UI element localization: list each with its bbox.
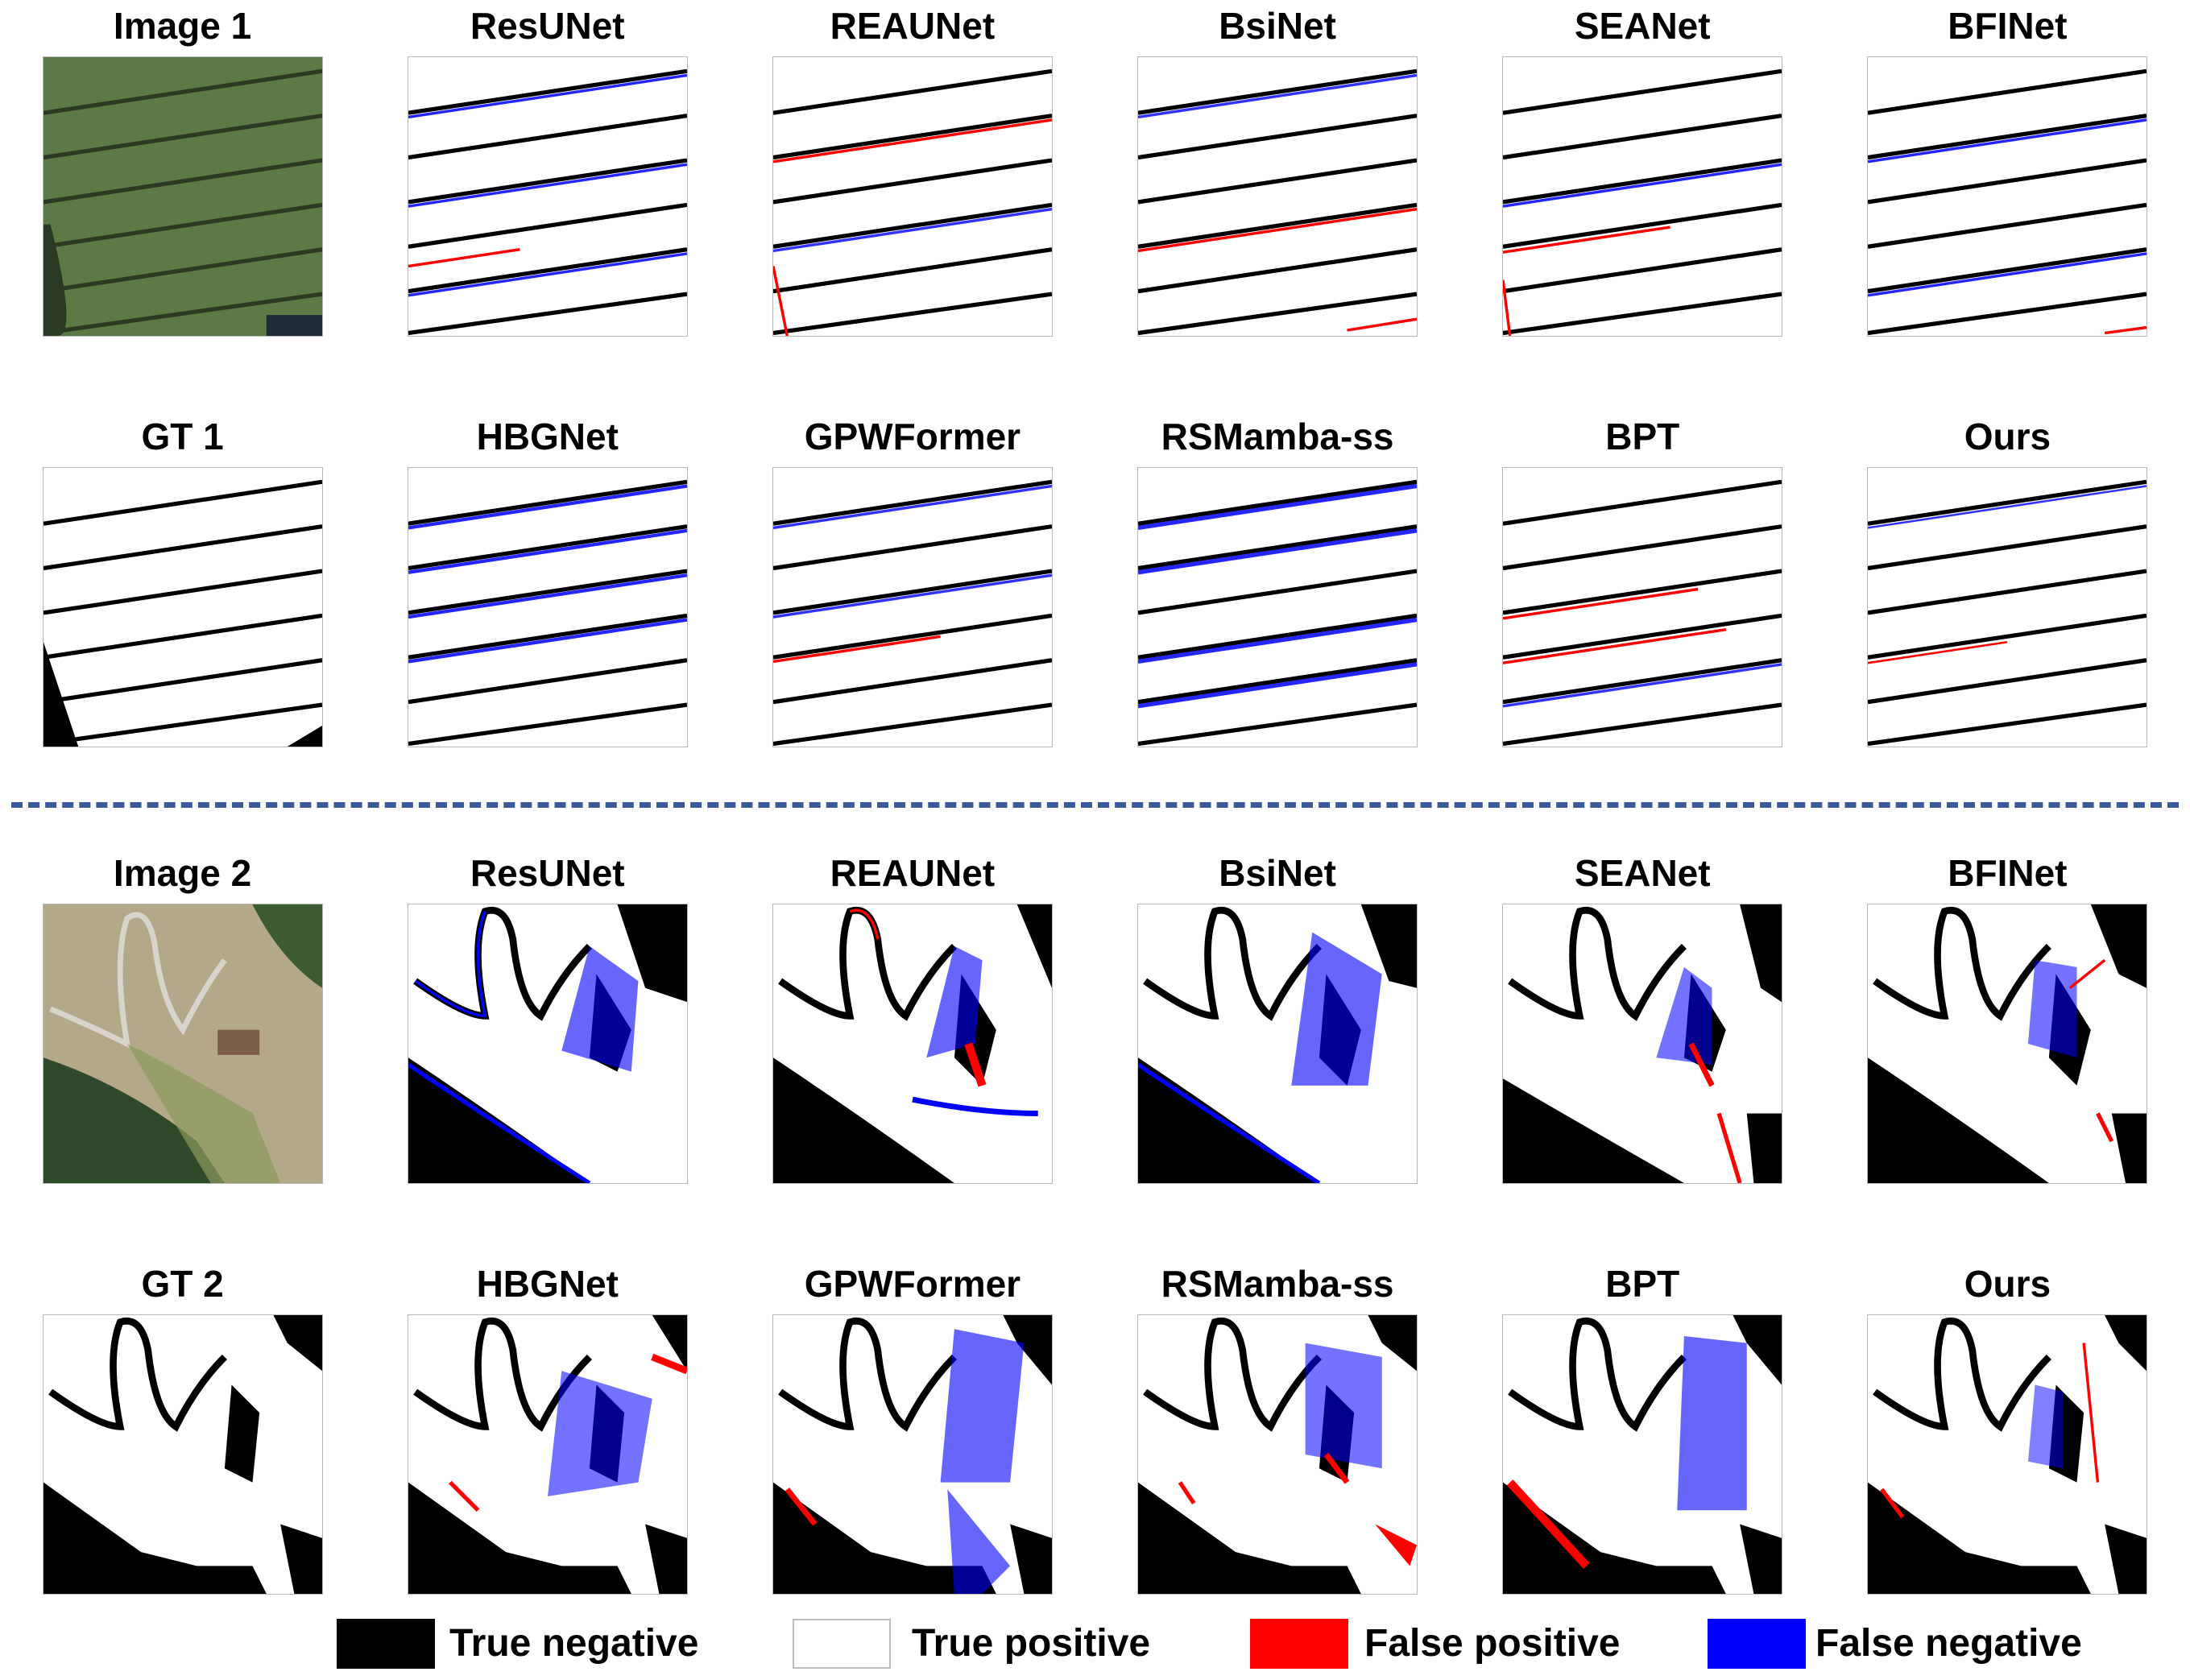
prediction-map <box>1502 904 1783 1184</box>
prediction-map <box>772 904 1053 1184</box>
prediction-map <box>772 56 1053 337</box>
cell-bfinet-1: BFINet <box>1825 0 2190 411</box>
prediction-map <box>1137 56 1418 337</box>
prediction-map <box>1867 467 2148 747</box>
cell-hbgnet-1: HBGNet <box>365 411 730 821</box>
legend: True negative True positive False positi… <box>0 1616 2190 1672</box>
cell-ours-2: Ours <box>1825 1258 2190 1669</box>
prediction-map <box>1502 1314 1783 1595</box>
panel-title: SEANet <box>1574 5 1711 47</box>
aerial-image-2 <box>42 904 323 1184</box>
cell-resunet-1: ResUNet <box>365 0 730 411</box>
cell-bsinet-2: BsiNet <box>1095 847 1459 1258</box>
ground-truth-map-1 <box>42 467 323 747</box>
panel-title: REAUNet <box>830 5 996 47</box>
panel-title: GPWFormer <box>804 1263 1021 1305</box>
panel-title: BPT <box>1605 1263 1680 1305</box>
legend-swatch-false-negative <box>1708 1619 1806 1669</box>
prediction-map <box>1502 56 1783 337</box>
prediction-map <box>772 467 1053 747</box>
legend-label-false-negative: False negative <box>1815 1622 2082 1665</box>
cell-rsmamba-1: RSMamba-ss <box>1095 411 1459 821</box>
prediction-map <box>1137 467 1418 747</box>
panel-title: HBGNet <box>476 416 619 457</box>
panel-title: BFINet <box>1948 5 2068 47</box>
aerial-image-1 <box>42 56 323 337</box>
legend-swatch-false-positive <box>1250 1619 1348 1669</box>
cell-image-2: Image 2 <box>0 847 365 1258</box>
panel-title: BsiNet <box>1219 852 1336 894</box>
ground-truth-map-2 <box>42 1314 323 1595</box>
cell-seanet-1: SEANet <box>1460 0 1825 411</box>
prediction-map <box>407 904 688 1184</box>
cell-rsmamba-2: RSMamba-ss <box>1095 1258 1459 1669</box>
cell-bpt-2: BPT <box>1460 1258 1825 1669</box>
legend-swatch-true-negative <box>337 1619 435 1669</box>
cell-gpwformer-1: GPWFormer <box>730 411 1095 821</box>
cell-seanet-2: SEANet <box>1460 847 1825 1258</box>
prediction-map <box>1137 1314 1418 1595</box>
prediction-map <box>1867 56 2148 337</box>
panel-title: Ours <box>1964 1263 2051 1305</box>
cell-gpwformer-2: GPWFormer <box>730 1258 1095 1669</box>
cell-reaunet-1: REAUNet <box>730 0 1095 411</box>
panel-title: Image 1 <box>113 5 252 47</box>
prediction-map <box>407 56 688 337</box>
cell-bsinet-1: BsiNet <box>1095 0 1459 411</box>
block-sample-2: Image 2 ResUNet REAUNet BsiNet <box>0 847 2190 1669</box>
panel-title: RSMamba-ss <box>1161 1263 1394 1305</box>
cell-gt-1: GT 1 <box>0 411 365 821</box>
panel-title: REAUNet <box>830 852 996 894</box>
panel-title: GPWFormer <box>804 416 1021 457</box>
cell-bpt-1: BPT <box>1460 411 1825 821</box>
panel-title: GT 1 <box>141 416 224 457</box>
legend-swatch-true-positive <box>793 1619 891 1669</box>
panel-title: HBGNet <box>476 1263 619 1305</box>
sample-divider <box>11 802 2179 808</box>
prediction-map <box>1867 1314 2148 1595</box>
panel-title: Image 2 <box>113 852 252 894</box>
prediction-map <box>407 467 688 747</box>
cell-bfinet-2: BFINet <box>1825 847 2190 1258</box>
legend-label-true-positive: True positive <box>912 1622 1151 1665</box>
cell-image-1: Image 1 <box>0 0 365 411</box>
cell-hbgnet-2: HBGNet <box>365 1258 730 1669</box>
panel-title: SEANet <box>1574 852 1711 894</box>
prediction-map <box>772 1314 1053 1595</box>
prediction-map <box>407 1314 688 1595</box>
panel-title: BsiNet <box>1219 5 1336 47</box>
cell-ours-1: Ours <box>1825 411 2190 821</box>
panel-title: BPT <box>1605 416 1680 457</box>
block-sample-1: Image 1 ResUNet REAUNet <box>0 0 2190 821</box>
cell-reaunet-2: REAUNet <box>730 847 1095 1258</box>
panel-title: Ours <box>1964 416 2051 457</box>
panel-title: GT 2 <box>141 1263 224 1305</box>
panel-title: BFINet <box>1948 852 2068 894</box>
panel-title: ResUNet <box>470 852 625 894</box>
legend-label-false-positive: False positive <box>1364 1622 1621 1665</box>
legend-label-true-negative: True negative <box>449 1622 699 1665</box>
cell-gt-2: GT 2 <box>0 1258 365 1669</box>
panel-title: ResUNet <box>470 5 625 47</box>
prediction-map <box>1867 904 2148 1184</box>
prediction-map <box>1137 904 1418 1184</box>
panel-title: RSMamba-ss <box>1161 416 1394 457</box>
prediction-map <box>1502 467 1783 747</box>
cell-resunet-2: ResUNet <box>365 847 730 1258</box>
